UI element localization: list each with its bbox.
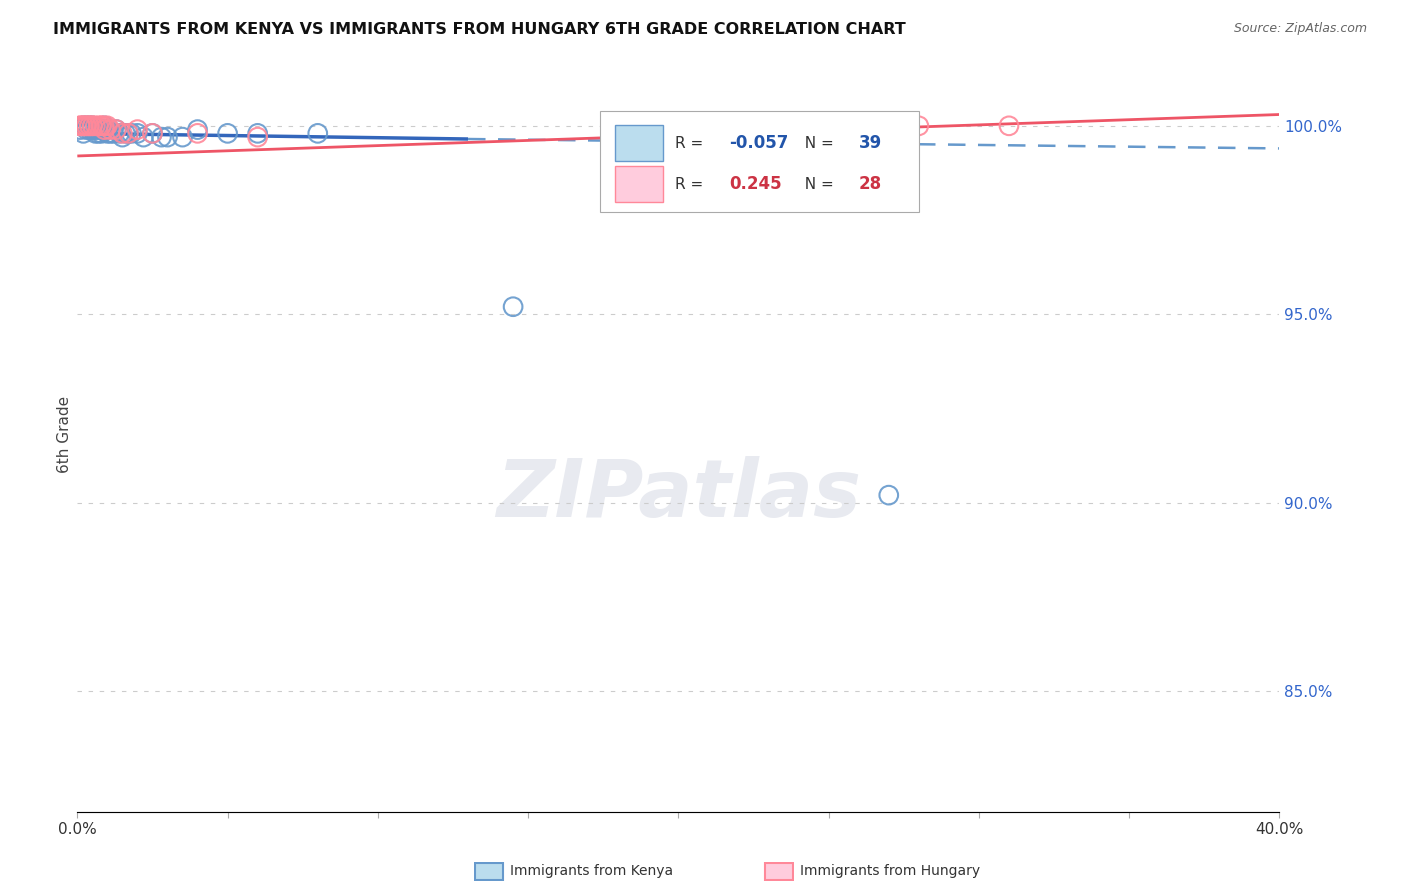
- Point: [75, 119, 97, 133]
- Point: [217, 126, 239, 140]
- Point: [75, 119, 97, 133]
- Point: [72, 119, 94, 133]
- Point: [114, 126, 136, 140]
- Point: [117, 126, 139, 140]
- Point: [908, 119, 931, 133]
- Point: [141, 126, 163, 140]
- Point: [87, 126, 110, 140]
- Point: [84, 122, 107, 136]
- Text: 28: 28: [859, 175, 882, 193]
- Point: [93, 119, 115, 133]
- Point: [307, 126, 329, 140]
- Point: [141, 126, 163, 140]
- Point: [246, 126, 269, 140]
- Text: Immigrants from Hungary: Immigrants from Hungary: [800, 864, 980, 879]
- Point: [82, 122, 104, 136]
- Text: Immigrants from Kenya: Immigrants from Kenya: [510, 864, 673, 879]
- Point: [998, 119, 1021, 133]
- Point: [108, 126, 131, 140]
- Point: [84, 126, 107, 140]
- Text: N =: N =: [794, 177, 838, 192]
- Point: [187, 126, 209, 140]
- Point: [100, 122, 122, 136]
- Point: [82, 119, 104, 133]
- Point: [87, 119, 110, 133]
- Bar: [614, 125, 662, 161]
- Y-axis label: 6th Grade: 6th Grade: [56, 396, 72, 474]
- Point: [87, 122, 110, 136]
- Point: [132, 130, 155, 145]
- Point: [96, 122, 118, 136]
- Point: [75, 119, 97, 133]
- Point: [84, 119, 107, 133]
- Point: [96, 119, 118, 133]
- Point: [100, 126, 122, 140]
- Text: ZIPatlas: ZIPatlas: [496, 456, 860, 534]
- Point: [502, 300, 524, 314]
- Point: [79, 119, 101, 133]
- Point: [127, 122, 149, 136]
- Bar: [614, 166, 662, 202]
- FancyBboxPatch shape: [600, 111, 920, 212]
- Point: [69, 119, 91, 133]
- Text: N =: N =: [794, 136, 838, 151]
- Point: [90, 126, 112, 140]
- Point: [75, 122, 97, 136]
- Point: [156, 130, 179, 145]
- Point: [105, 122, 128, 136]
- Point: [120, 126, 142, 140]
- Point: [69, 122, 91, 136]
- Point: [82, 119, 104, 133]
- Point: [150, 130, 173, 145]
- Point: [90, 119, 112, 133]
- Point: [111, 126, 134, 140]
- Point: [246, 130, 269, 145]
- Point: [105, 122, 128, 136]
- Point: [72, 126, 94, 140]
- Text: Source: ZipAtlas.com: Source: ZipAtlas.com: [1233, 22, 1367, 36]
- Point: [82, 119, 104, 133]
- Text: R =: R =: [675, 136, 707, 151]
- Point: [79, 122, 101, 136]
- Point: [69, 119, 91, 133]
- Point: [90, 122, 112, 136]
- Text: R =: R =: [675, 177, 713, 192]
- Point: [93, 122, 115, 136]
- Point: [90, 119, 112, 133]
- Point: [607, 119, 630, 133]
- Point: [117, 126, 139, 140]
- Point: [111, 130, 134, 145]
- Point: [103, 126, 125, 140]
- Point: [72, 119, 94, 133]
- Point: [96, 126, 118, 140]
- Point: [187, 122, 209, 136]
- Text: -0.057: -0.057: [728, 135, 789, 153]
- Point: [93, 119, 115, 133]
- Point: [72, 119, 94, 133]
- Text: IMMIGRANTS FROM KENYA VS IMMIGRANTS FROM HUNGARY 6TH GRADE CORRELATION CHART: IMMIGRANTS FROM KENYA VS IMMIGRANTS FROM…: [53, 22, 907, 37]
- Point: [172, 130, 194, 145]
- Text: 39: 39: [859, 135, 882, 153]
- Point: [877, 488, 900, 502]
- Point: [79, 119, 101, 133]
- Point: [79, 119, 101, 133]
- Text: 0.245: 0.245: [728, 175, 782, 193]
- Point: [93, 122, 115, 136]
- Point: [127, 126, 149, 140]
